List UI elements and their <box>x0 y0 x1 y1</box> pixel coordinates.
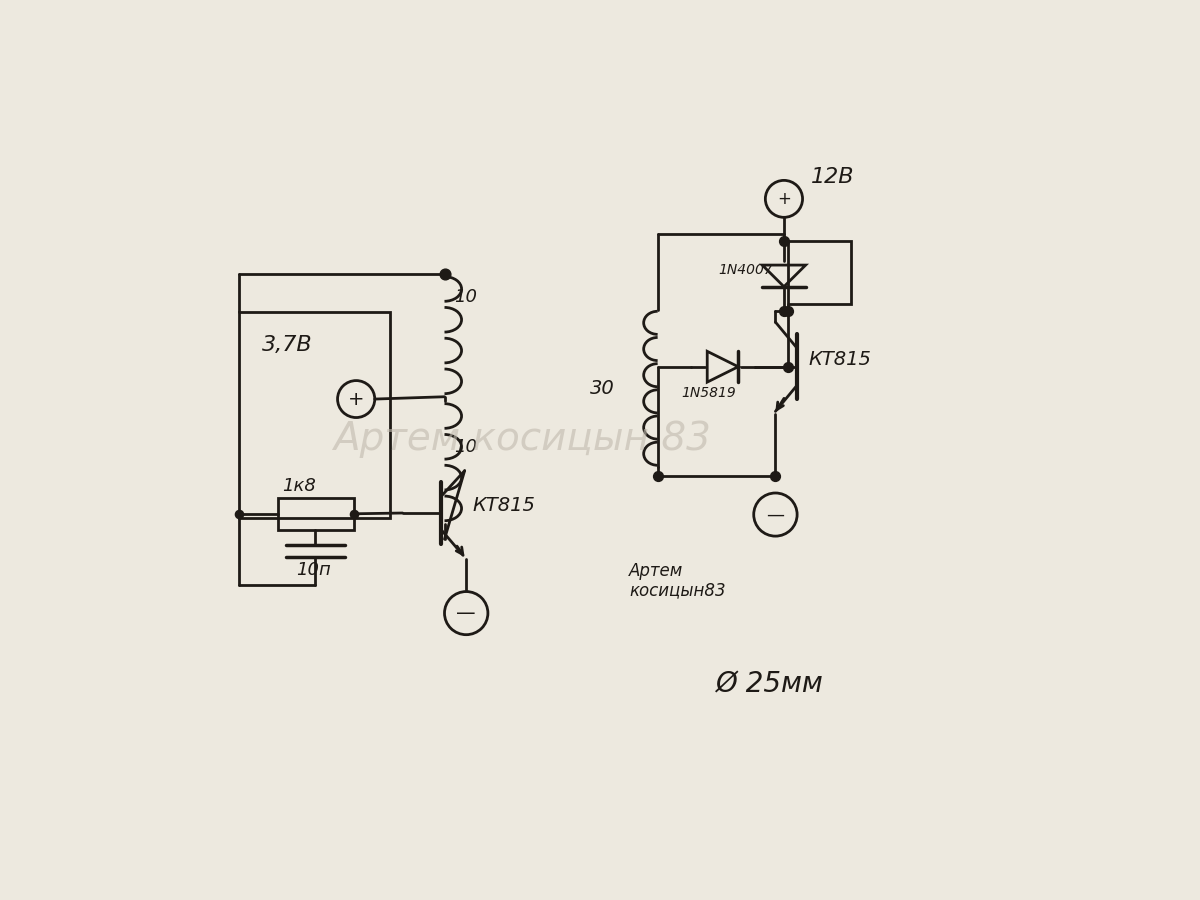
Bar <box>788 241 851 304</box>
Text: Артем косицын 83: Артем косицын 83 <box>334 420 710 458</box>
Point <box>779 359 798 374</box>
Text: 10п: 10п <box>295 561 330 579</box>
Point <box>766 469 785 483</box>
Text: КТ815: КТ815 <box>473 496 535 515</box>
Text: —: — <box>767 506 785 524</box>
Bar <box>239 312 390 518</box>
Text: 1к8: 1к8 <box>282 476 316 494</box>
Bar <box>278 498 354 530</box>
Point <box>344 507 364 521</box>
Point <box>648 469 667 483</box>
Text: +: + <box>778 190 791 208</box>
Text: —: — <box>456 604 476 623</box>
Text: +: + <box>348 390 365 409</box>
Point <box>774 303 793 318</box>
Text: 30: 30 <box>590 379 616 398</box>
Point <box>434 266 454 281</box>
Text: 10: 10 <box>454 288 476 306</box>
Point <box>229 507 248 521</box>
Text: 10: 10 <box>454 437 476 455</box>
Text: косицын83: косицын83 <box>629 581 726 599</box>
Text: Артем: Артем <box>629 562 683 580</box>
Text: КТ815: КТ815 <box>809 349 871 368</box>
Text: 1N4007: 1N4007 <box>718 263 773 276</box>
Point <box>779 303 798 318</box>
Text: 12В: 12В <box>811 166 854 186</box>
Text: 3,7В: 3,7В <box>263 335 313 356</box>
Text: Ø 25мм: Ø 25мм <box>715 670 823 698</box>
Point <box>774 234 793 248</box>
Text: 1N5819: 1N5819 <box>682 386 736 400</box>
